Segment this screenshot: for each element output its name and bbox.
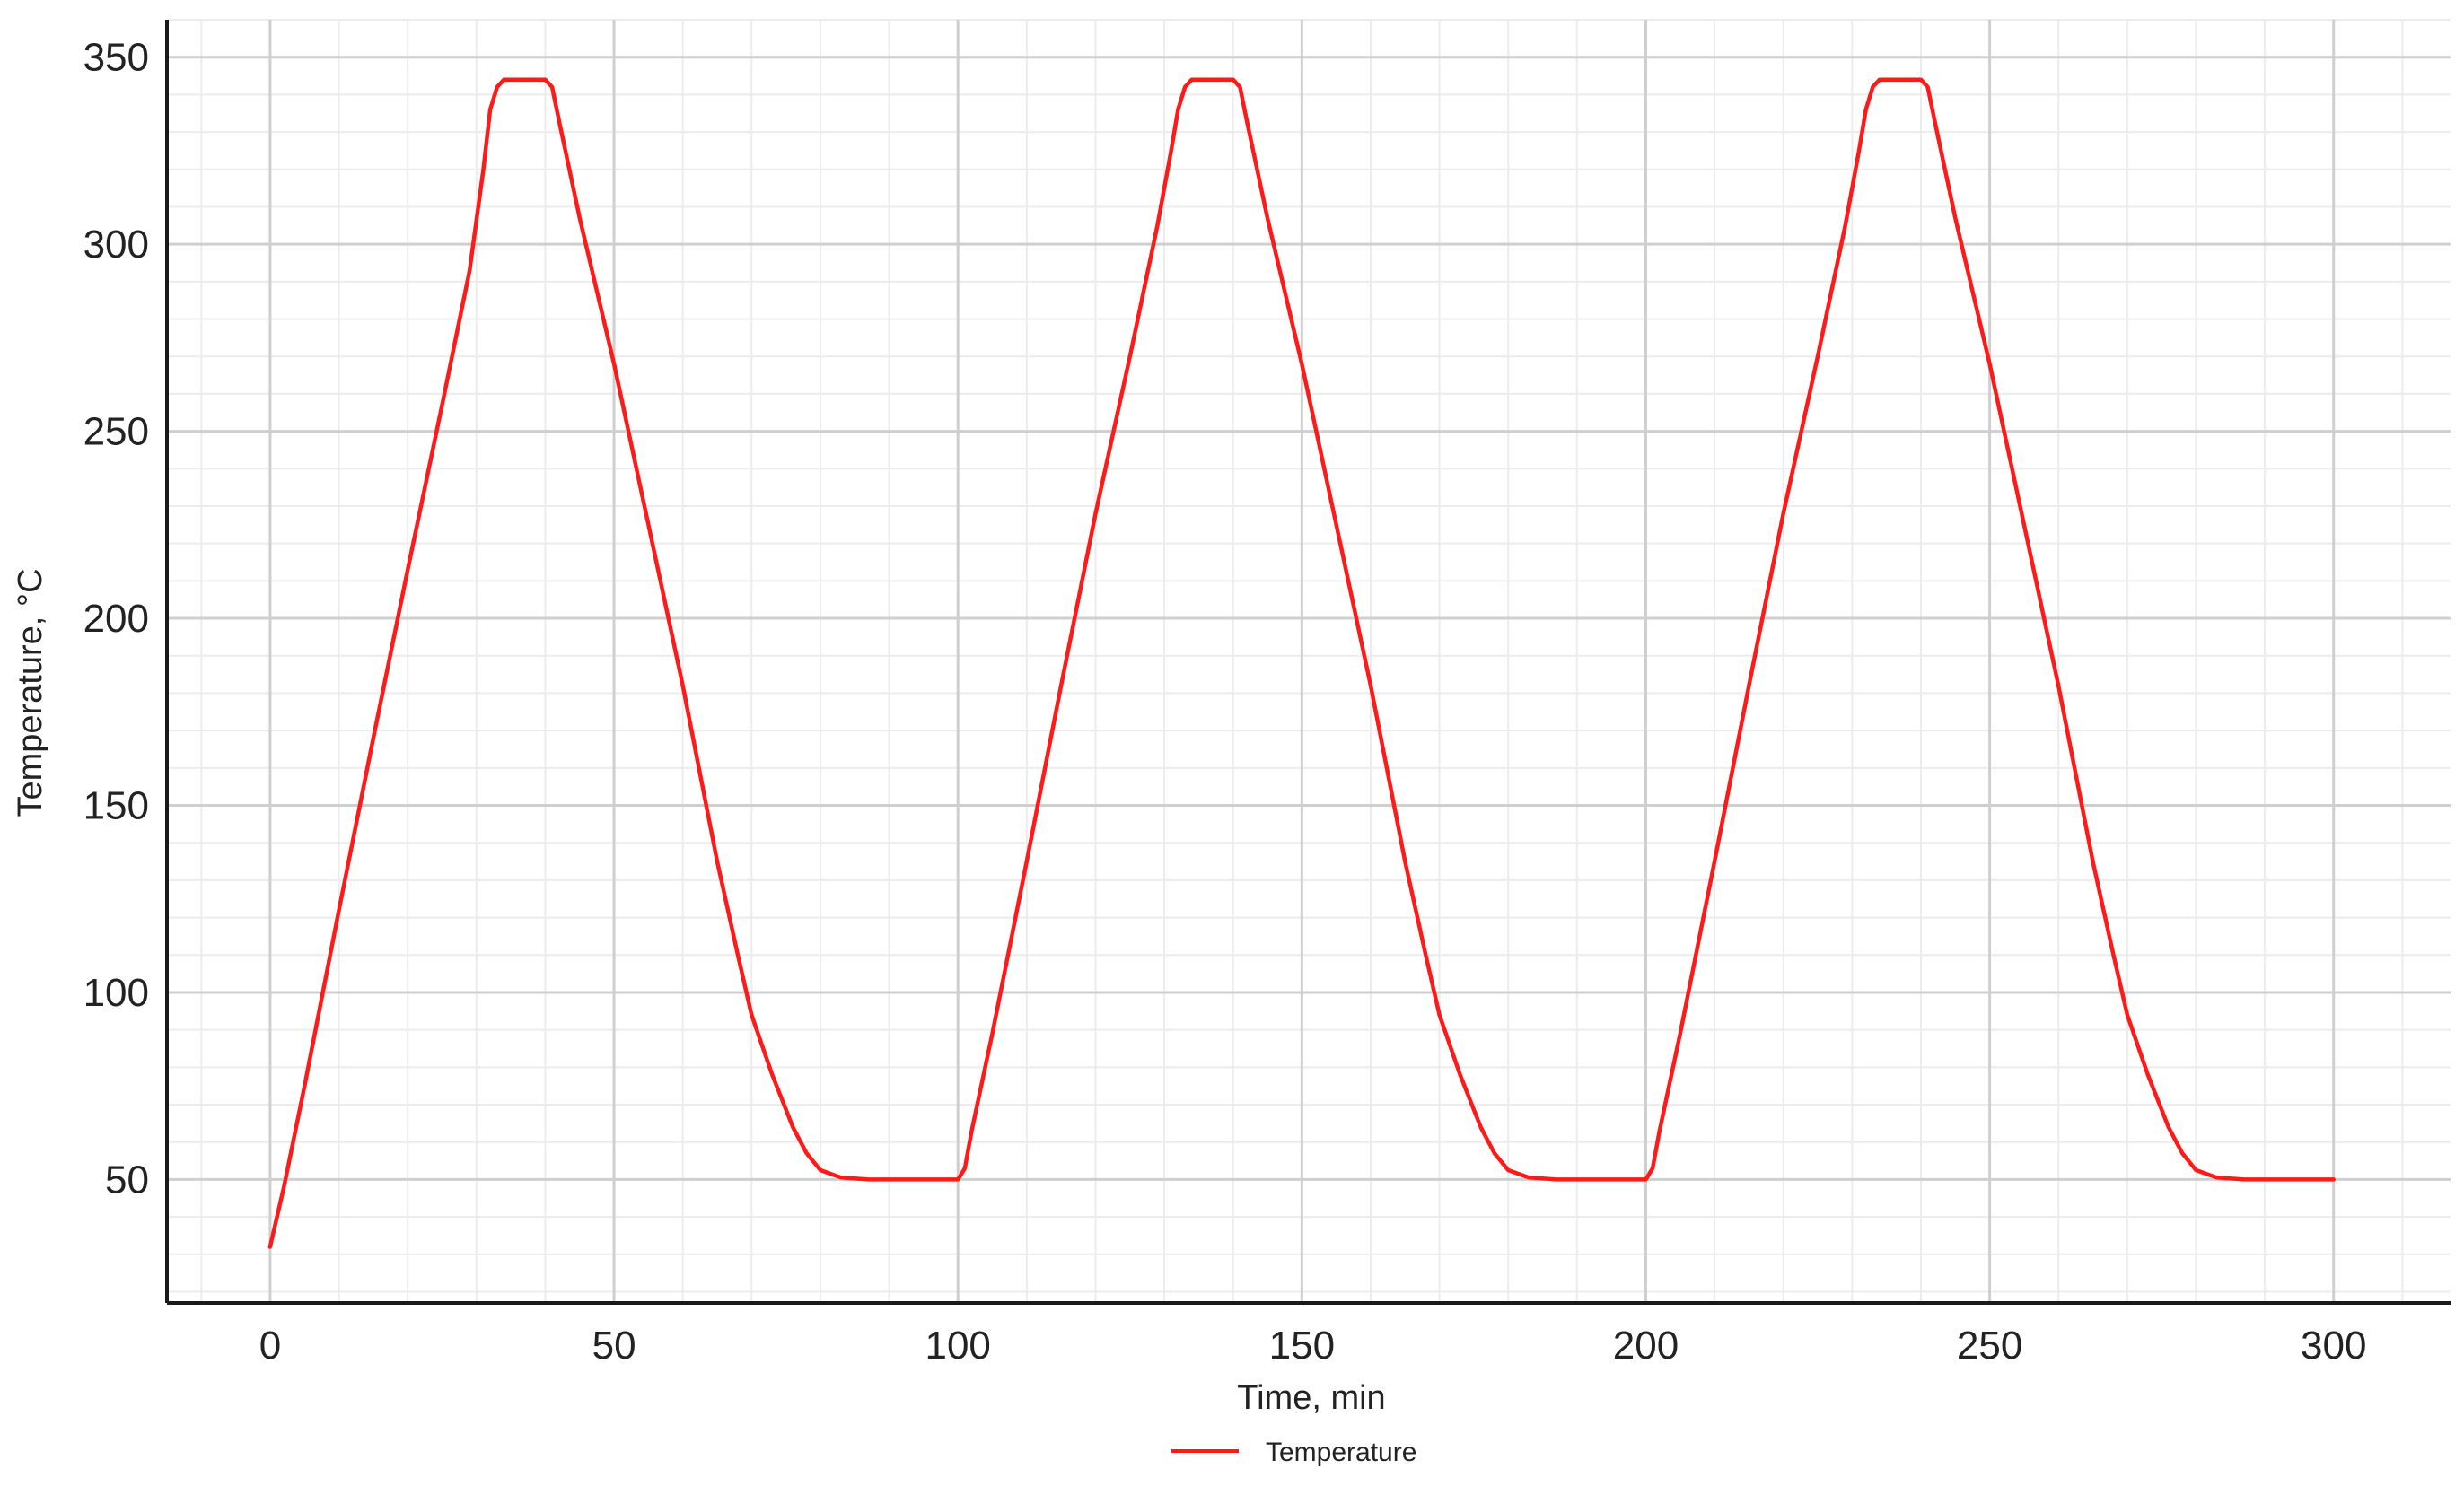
x-tick-label: 150 (1269, 1324, 1335, 1368)
series-line-temperature (267, 77, 2336, 1249)
legend-label-temperature: Temperature (1266, 1438, 1416, 1467)
x-tick-label: 0 (259, 1324, 281, 1368)
y-tick-label: 150 (83, 784, 149, 828)
x-tick-label: 300 (2301, 1324, 2366, 1368)
y-axis-title: Temperature, °C (12, 568, 49, 817)
y-tick-label: 300 (83, 223, 149, 267)
x-tick-label: 200 (1613, 1324, 1679, 1368)
x-tick-label: 50 (592, 1324, 636, 1368)
axes (165, 20, 2451, 1305)
y-tick-label: 250 (83, 410, 149, 454)
y-tick-label: 200 (83, 597, 149, 641)
x-tick-label: 100 (925, 1324, 990, 1368)
major-grid (167, 20, 2451, 1303)
x-axis-title: Time, min (1237, 1379, 1385, 1417)
y-tick-label: 350 (83, 36, 149, 80)
y-tick-label: 50 (105, 1158, 149, 1202)
x-tick-label: 250 (1957, 1324, 2022, 1368)
legend: Temperature (1171, 1438, 1416, 1467)
y-tick-label: 100 (83, 971, 149, 1015)
series-layer (267, 77, 2336, 1249)
tick-labels: 0 50 100 150 200 250 300 50 100 150 200 250 300 350 (83, 36, 2367, 1368)
minor-grid (167, 19, 2451, 1303)
